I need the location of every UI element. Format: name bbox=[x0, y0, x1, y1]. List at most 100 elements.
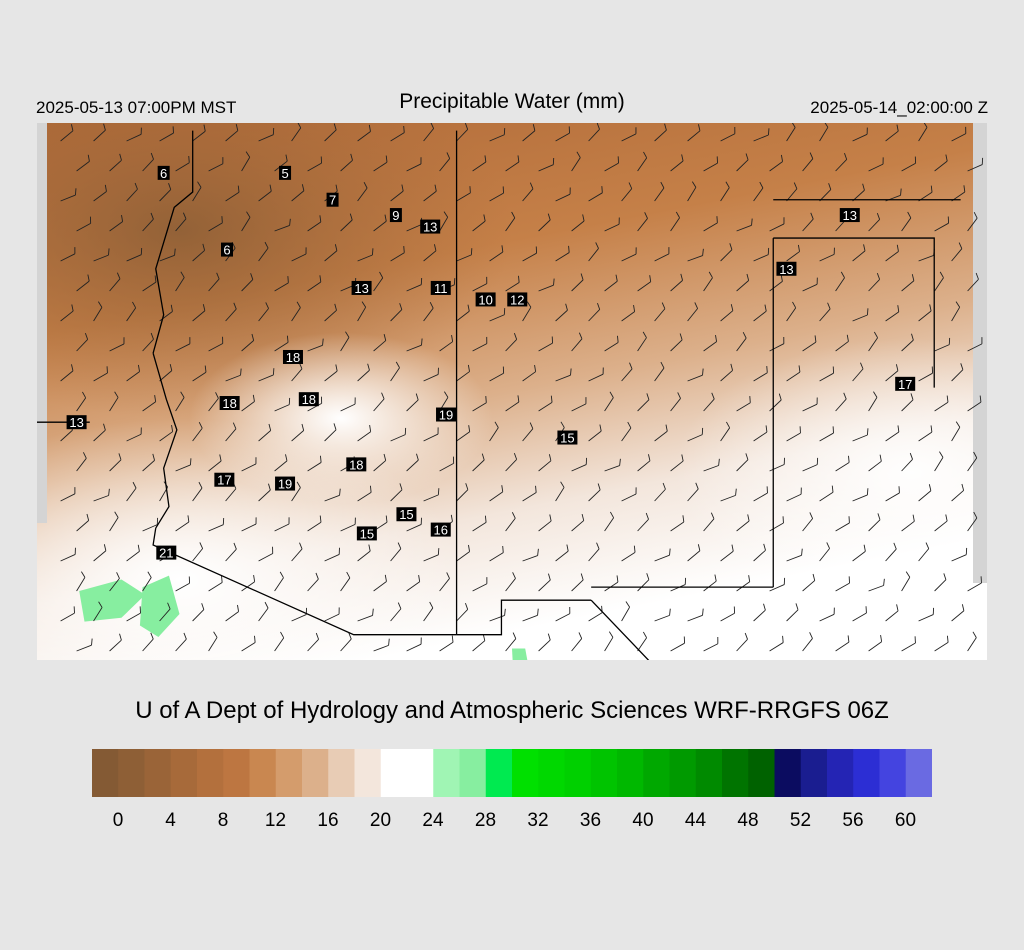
wind-barb bbox=[175, 632, 187, 652]
wind-barb bbox=[505, 211, 516, 232]
station-value-box bbox=[420, 219, 441, 234]
wind-barb bbox=[637, 275, 652, 292]
wind-barb bbox=[423, 184, 437, 202]
wind-barb bbox=[291, 481, 301, 502]
wind-barb bbox=[918, 542, 930, 562]
wind-barb bbox=[291, 247, 307, 262]
wind-barb bbox=[901, 211, 912, 232]
wind-barb bbox=[621, 601, 631, 622]
station-value-box bbox=[219, 396, 240, 411]
color-scale-swatch bbox=[197, 749, 224, 797]
station-value: 21 bbox=[156, 545, 177, 561]
wind-barb bbox=[93, 301, 103, 322]
station-value: 7 bbox=[326, 192, 339, 208]
wind-barb bbox=[621, 545, 636, 562]
station-value-box bbox=[839, 208, 860, 223]
wind-barb bbox=[340, 153, 353, 172]
wind-barb bbox=[637, 512, 649, 532]
wind-barb bbox=[307, 515, 322, 532]
wind-barb bbox=[868, 635, 883, 652]
station-value-text: 13 bbox=[354, 281, 368, 296]
wind-barb bbox=[835, 392, 847, 412]
state-borders bbox=[37, 130, 961, 660]
wind-barb bbox=[241, 333, 255, 352]
wind-barb bbox=[60, 304, 74, 322]
wind-barb bbox=[142, 275, 157, 292]
station-value: 18 bbox=[219, 396, 240, 411]
wind-barb bbox=[918, 484, 932, 502]
wind-barb bbox=[918, 304, 932, 322]
wind-barb bbox=[538, 278, 555, 292]
wind-barb bbox=[852, 244, 866, 262]
station-value-text: 13 bbox=[779, 262, 793, 277]
color-scale-tick-label: 20 bbox=[369, 810, 392, 831]
color-scale-swatch bbox=[695, 749, 723, 797]
wind-barb bbox=[786, 123, 796, 142]
wind-barb bbox=[142, 332, 154, 352]
wind-barb bbox=[555, 481, 565, 502]
wind-barb bbox=[703, 512, 715, 532]
wind-barb bbox=[456, 248, 473, 262]
station-value: 13 bbox=[420, 219, 441, 235]
wind-barb bbox=[423, 548, 440, 562]
wind-barb bbox=[175, 391, 185, 412]
wind-barb bbox=[142, 212, 154, 232]
wind-barb bbox=[225, 604, 240, 622]
wind-barb bbox=[819, 302, 831, 322]
color-scale-swatch bbox=[853, 749, 880, 797]
wind-barb bbox=[505, 572, 516, 592]
wind-barb bbox=[472, 155, 487, 172]
wind-barb bbox=[918, 607, 935, 622]
wind-barb bbox=[93, 123, 106, 142]
wind-barb bbox=[192, 181, 202, 202]
wind-barb bbox=[588, 123, 600, 142]
wind-barb bbox=[192, 124, 206, 142]
wind-barb bbox=[93, 366, 108, 382]
wind-barb bbox=[76, 154, 90, 172]
color-scale-tick-label: 32 bbox=[527, 810, 549, 831]
wind-barb bbox=[703, 637, 719, 652]
wind-barb bbox=[951, 242, 963, 262]
wind-barb bbox=[175, 271, 185, 292]
wind-barb bbox=[456, 304, 470, 322]
wind-barb bbox=[819, 247, 835, 262]
wind-barb bbox=[786, 365, 801, 382]
station-value-text: 17 bbox=[217, 473, 231, 488]
wind-barb bbox=[720, 421, 731, 442]
color-scale-swatch bbox=[748, 749, 775, 797]
wind-barb bbox=[687, 608, 704, 622]
wind-barb bbox=[76, 513, 90, 532]
wind-barb bbox=[258, 302, 269, 322]
wind-barb bbox=[835, 576, 850, 592]
station-value: 5 bbox=[279, 165, 292, 181]
moisture-area-sonora bbox=[139, 575, 180, 637]
wind-barb bbox=[687, 482, 699, 502]
wind-barb bbox=[208, 575, 223, 592]
wind-barb bbox=[687, 248, 704, 262]
wind-barb bbox=[505, 632, 517, 652]
wind-barb bbox=[819, 607, 835, 622]
color-scale-tick-label: 52 bbox=[789, 810, 812, 831]
wind-barb bbox=[324, 607, 340, 622]
wind-barb bbox=[654, 548, 671, 562]
color-scale-swatch bbox=[354, 749, 382, 797]
wind-barb bbox=[571, 332, 583, 352]
wind-barb bbox=[538, 454, 552, 472]
wind-barb bbox=[687, 427, 704, 442]
wind-barb bbox=[357, 608, 374, 622]
wind-barb bbox=[423, 244, 437, 262]
wind-barb bbox=[885, 124, 899, 142]
wind-barb bbox=[291, 184, 305, 202]
wind-barb bbox=[76, 216, 92, 232]
station-value: 13 bbox=[776, 261, 797, 277]
wind-barb bbox=[670, 154, 684, 172]
color-scale-swatch bbox=[827, 749, 854, 797]
wind-barb bbox=[522, 246, 538, 262]
wind-barb bbox=[522, 485, 537, 502]
wind-barb bbox=[670, 636, 686, 652]
station-value-text: 18 bbox=[286, 350, 300, 365]
wind-barb bbox=[885, 244, 899, 262]
wind-barb bbox=[241, 575, 256, 592]
wind-barb bbox=[274, 218, 291, 232]
wind-barb bbox=[951, 421, 961, 442]
